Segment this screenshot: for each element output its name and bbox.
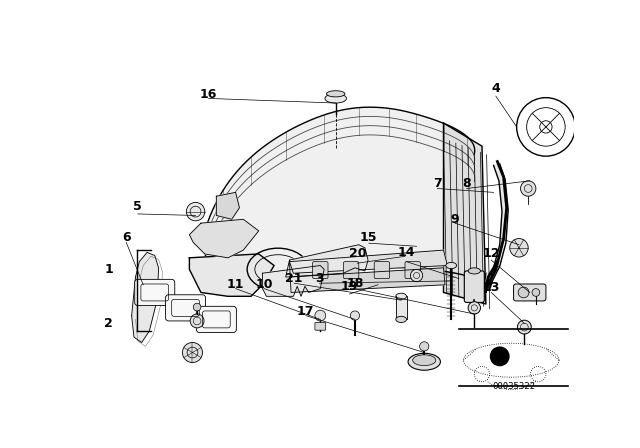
FancyBboxPatch shape <box>166 295 205 321</box>
Text: 6: 6 <box>122 231 131 244</box>
Text: 13: 13 <box>483 280 500 293</box>
Text: 18: 18 <box>346 277 364 290</box>
Circle shape <box>186 202 205 221</box>
Polygon shape <box>484 164 508 291</box>
Text: 7: 7 <box>433 177 442 190</box>
Ellipse shape <box>468 268 481 274</box>
Text: 19: 19 <box>341 280 358 293</box>
FancyBboxPatch shape <box>513 284 546 301</box>
FancyBboxPatch shape <box>315 323 326 330</box>
Text: 11: 11 <box>227 278 244 291</box>
Text: 21: 21 <box>285 272 303 285</box>
Circle shape <box>490 347 509 366</box>
Polygon shape <box>289 250 447 273</box>
FancyBboxPatch shape <box>196 306 236 332</box>
Ellipse shape <box>446 263 456 269</box>
FancyBboxPatch shape <box>464 271 484 302</box>
Text: 2: 2 <box>104 317 113 330</box>
Circle shape <box>350 311 360 320</box>
FancyBboxPatch shape <box>405 262 420 279</box>
Text: 12: 12 <box>483 247 500 260</box>
FancyBboxPatch shape <box>135 280 175 306</box>
Polygon shape <box>216 192 239 220</box>
Polygon shape <box>396 296 406 319</box>
Text: 4: 4 <box>492 82 500 95</box>
Circle shape <box>315 310 326 321</box>
Text: 3: 3 <box>316 272 324 285</box>
Circle shape <box>410 269 422 282</box>
Text: 10: 10 <box>255 278 273 291</box>
Text: 16: 16 <box>200 88 218 101</box>
FancyBboxPatch shape <box>312 262 328 279</box>
Ellipse shape <box>396 316 406 323</box>
Polygon shape <box>285 245 368 277</box>
Circle shape <box>182 343 202 362</box>
Ellipse shape <box>325 94 346 103</box>
Polygon shape <box>444 123 486 304</box>
Text: 20: 20 <box>349 247 366 260</box>
Polygon shape <box>132 252 159 343</box>
Text: 17: 17 <box>297 305 314 318</box>
Ellipse shape <box>413 355 436 366</box>
Circle shape <box>468 302 481 314</box>
Ellipse shape <box>408 353 440 370</box>
Polygon shape <box>189 220 259 258</box>
Circle shape <box>517 320 531 334</box>
Circle shape <box>193 303 201 311</box>
Circle shape <box>190 314 204 328</box>
Ellipse shape <box>396 293 406 299</box>
FancyBboxPatch shape <box>374 262 390 279</box>
Text: 5: 5 <box>133 200 142 213</box>
Circle shape <box>420 342 429 351</box>
Circle shape <box>532 289 540 296</box>
Polygon shape <box>262 266 324 296</box>
FancyBboxPatch shape <box>344 262 359 279</box>
Circle shape <box>509 238 528 257</box>
Text: 1: 1 <box>104 263 113 276</box>
Polygon shape <box>205 107 481 293</box>
Text: 9: 9 <box>451 213 460 226</box>
Text: 8: 8 <box>462 177 471 190</box>
Text: 00035322: 00035322 <box>492 382 535 391</box>
Circle shape <box>518 287 529 298</box>
Polygon shape <box>189 254 274 296</box>
Ellipse shape <box>326 91 345 97</box>
Circle shape <box>520 181 536 196</box>
Text: 15: 15 <box>360 231 378 244</box>
Polygon shape <box>289 268 445 293</box>
Text: 14: 14 <box>398 246 415 259</box>
